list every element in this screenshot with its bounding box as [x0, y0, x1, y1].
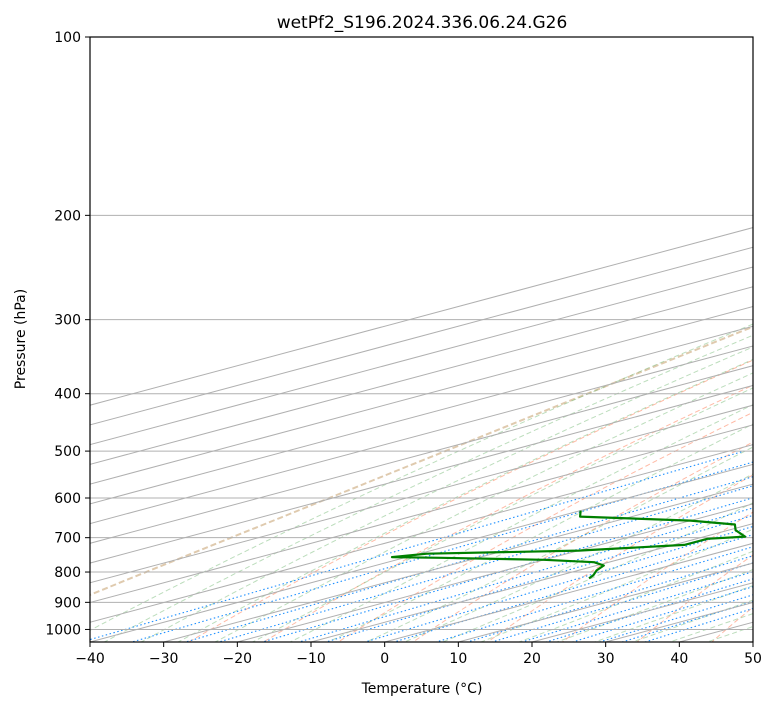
y-tick-label: 100 — [54, 30, 81, 46]
x-tick-label: −40 — [75, 651, 105, 667]
y-tick-label: 600 — [54, 491, 81, 507]
plot-area: -100-90-80-70-60-50-40-30-20-1000.10.20.… — [0, 10, 775, 654]
x-tick-label: −30 — [149, 651, 179, 667]
moist-adiabat-line — [230, 84, 775, 654]
moist-adiabat-line — [193, 84, 775, 654]
x-tick-label: 50 — [744, 651, 762, 667]
y-tick-label: 700 — [54, 531, 81, 547]
profile-series-line — [392, 511, 745, 579]
x-axis-label: Temperature (°C) — [361, 681, 483, 697]
x-tick-label: −20 — [223, 651, 253, 667]
y-axis-label: Pressure (hPa) — [13, 289, 29, 389]
x-tick-label: 20 — [523, 651, 541, 667]
dry-adiabat-line — [623, 24, 775, 654]
moist-adiabat-line — [635, 84, 775, 654]
mixing-ratio-line — [561, 451, 775, 654]
moist-adiabat-line — [82, 84, 775, 654]
plot-frame — [90, 37, 753, 642]
y-tick-label: 900 — [54, 595, 81, 611]
dry-adiabat-line — [698, 24, 775, 654]
isotherm-line — [635, 10, 775, 654]
y-tick-label: 1000 — [45, 622, 81, 638]
y-tick-label: 800 — [54, 565, 81, 581]
moist-adiabat-line — [672, 84, 775, 654]
x-tick-label: 0 — [380, 651, 389, 667]
mixing-ratio-line — [354, 451, 775, 654]
x-tick-label: 30 — [597, 651, 615, 667]
chart-title: wetPf2_S196.2024.336.06.24.G26 — [277, 13, 568, 33]
moist-adiabat-line — [340, 84, 775, 654]
y-tick-label: 400 — [54, 387, 81, 403]
x-tick-label: 40 — [670, 651, 688, 667]
isotherm-line — [0, 10, 775, 654]
isotherm-line — [561, 10, 775, 654]
legacy-curve — [0, 24, 775, 654]
y-tick-label: 500 — [54, 444, 81, 460]
x-tick-label: −10 — [296, 651, 326, 667]
profile-series-line — [761, 37, 775, 578]
dry-adiabat-line — [547, 24, 775, 654]
x-tick-label: 10 — [449, 651, 467, 667]
y-tick-label: 200 — [54, 208, 81, 224]
y-tick-label: 300 — [54, 313, 81, 329]
moist-adiabat-line — [598, 84, 775, 654]
moist-adiabat-line — [156, 84, 775, 654]
